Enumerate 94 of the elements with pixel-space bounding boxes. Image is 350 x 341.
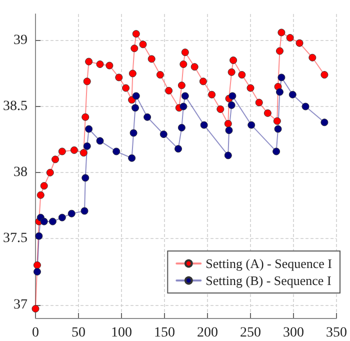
point [272, 148, 280, 156]
point [68, 210, 76, 218]
point [273, 117, 281, 125]
point [225, 126, 233, 134]
point [58, 148, 66, 156]
point [165, 86, 173, 94]
point [180, 102, 188, 110]
point [178, 82, 186, 90]
y-tick-label: 38 [14, 165, 28, 180]
point [278, 74, 286, 82]
point [190, 63, 198, 71]
point [32, 305, 40, 312]
point [255, 98, 263, 106]
point [200, 121, 208, 129]
point [85, 125, 93, 133]
point [58, 214, 66, 222]
point [228, 101, 236, 109]
point [122, 84, 130, 92]
point [228, 92, 236, 100]
point [296, 39, 304, 47]
point [178, 124, 186, 132]
point [302, 102, 310, 110]
point [181, 92, 189, 100]
x-tick-label: 200 [197, 326, 218, 340]
point [274, 125, 282, 133]
point [156, 71, 164, 79]
x-tick-label: 0 [32, 326, 39, 340]
point [115, 74, 123, 82]
point [224, 120, 232, 128]
point [224, 152, 232, 160]
point [160, 130, 168, 138]
point [199, 78, 207, 86]
point [132, 104, 140, 112]
point [85, 58, 93, 66]
point [96, 60, 104, 68]
legend-label: Setting (B) - Sequence I [206, 273, 332, 288]
point [130, 129, 138, 137]
point [106, 62, 114, 70]
point [276, 47, 284, 55]
point [80, 207, 88, 215]
point [230, 56, 238, 64]
point [180, 60, 188, 68]
point [132, 30, 140, 38]
point [83, 78, 91, 86]
point [181, 48, 189, 56]
x-tick-label: 350 [326, 326, 347, 340]
point [144, 113, 152, 121]
point [128, 154, 136, 162]
point [48, 218, 56, 226]
point [36, 191, 44, 199]
point [216, 105, 224, 113]
point [82, 113, 90, 121]
point [278, 28, 286, 36]
point [33, 268, 41, 276]
point [33, 261, 41, 269]
point [320, 71, 328, 79]
point [132, 92, 140, 100]
point [52, 156, 60, 164]
point [228, 68, 236, 76]
point [246, 84, 254, 92]
point [112, 148, 120, 156]
point [139, 40, 147, 48]
point [46, 168, 54, 176]
point [70, 146, 78, 154]
point [148, 55, 156, 63]
legend-label: Setting (A) - Sequence I [206, 256, 332, 271]
y-tick-label: 37.5 [3, 231, 28, 246]
point [238, 71, 246, 79]
point [130, 44, 138, 52]
point [248, 121, 256, 129]
point [83, 142, 91, 150]
point [288, 90, 296, 98]
point [208, 90, 216, 98]
point [128, 70, 136, 78]
point [320, 118, 328, 126]
point [82, 174, 90, 182]
x-tick-label: 250 [240, 326, 261, 340]
x-tick-label: 100 [111, 326, 132, 340]
x-tick-label: 300 [283, 326, 304, 340]
point [40, 182, 48, 190]
point [264, 109, 272, 117]
point [35, 232, 43, 240]
y-tick-label: 39 [14, 32, 28, 48]
point [96, 137, 104, 145]
point [308, 54, 316, 62]
point [80, 149, 88, 157]
y-tick-label: 37 [14, 297, 28, 312]
point [174, 145, 182, 153]
y-tick-label: 38.5 [3, 99, 28, 114]
point [276, 88, 284, 96]
x-tick-label: 50 [72, 326, 86, 340]
x-tick-label: 150 [154, 326, 175, 340]
point [40, 218, 48, 226]
point [286, 34, 294, 42]
